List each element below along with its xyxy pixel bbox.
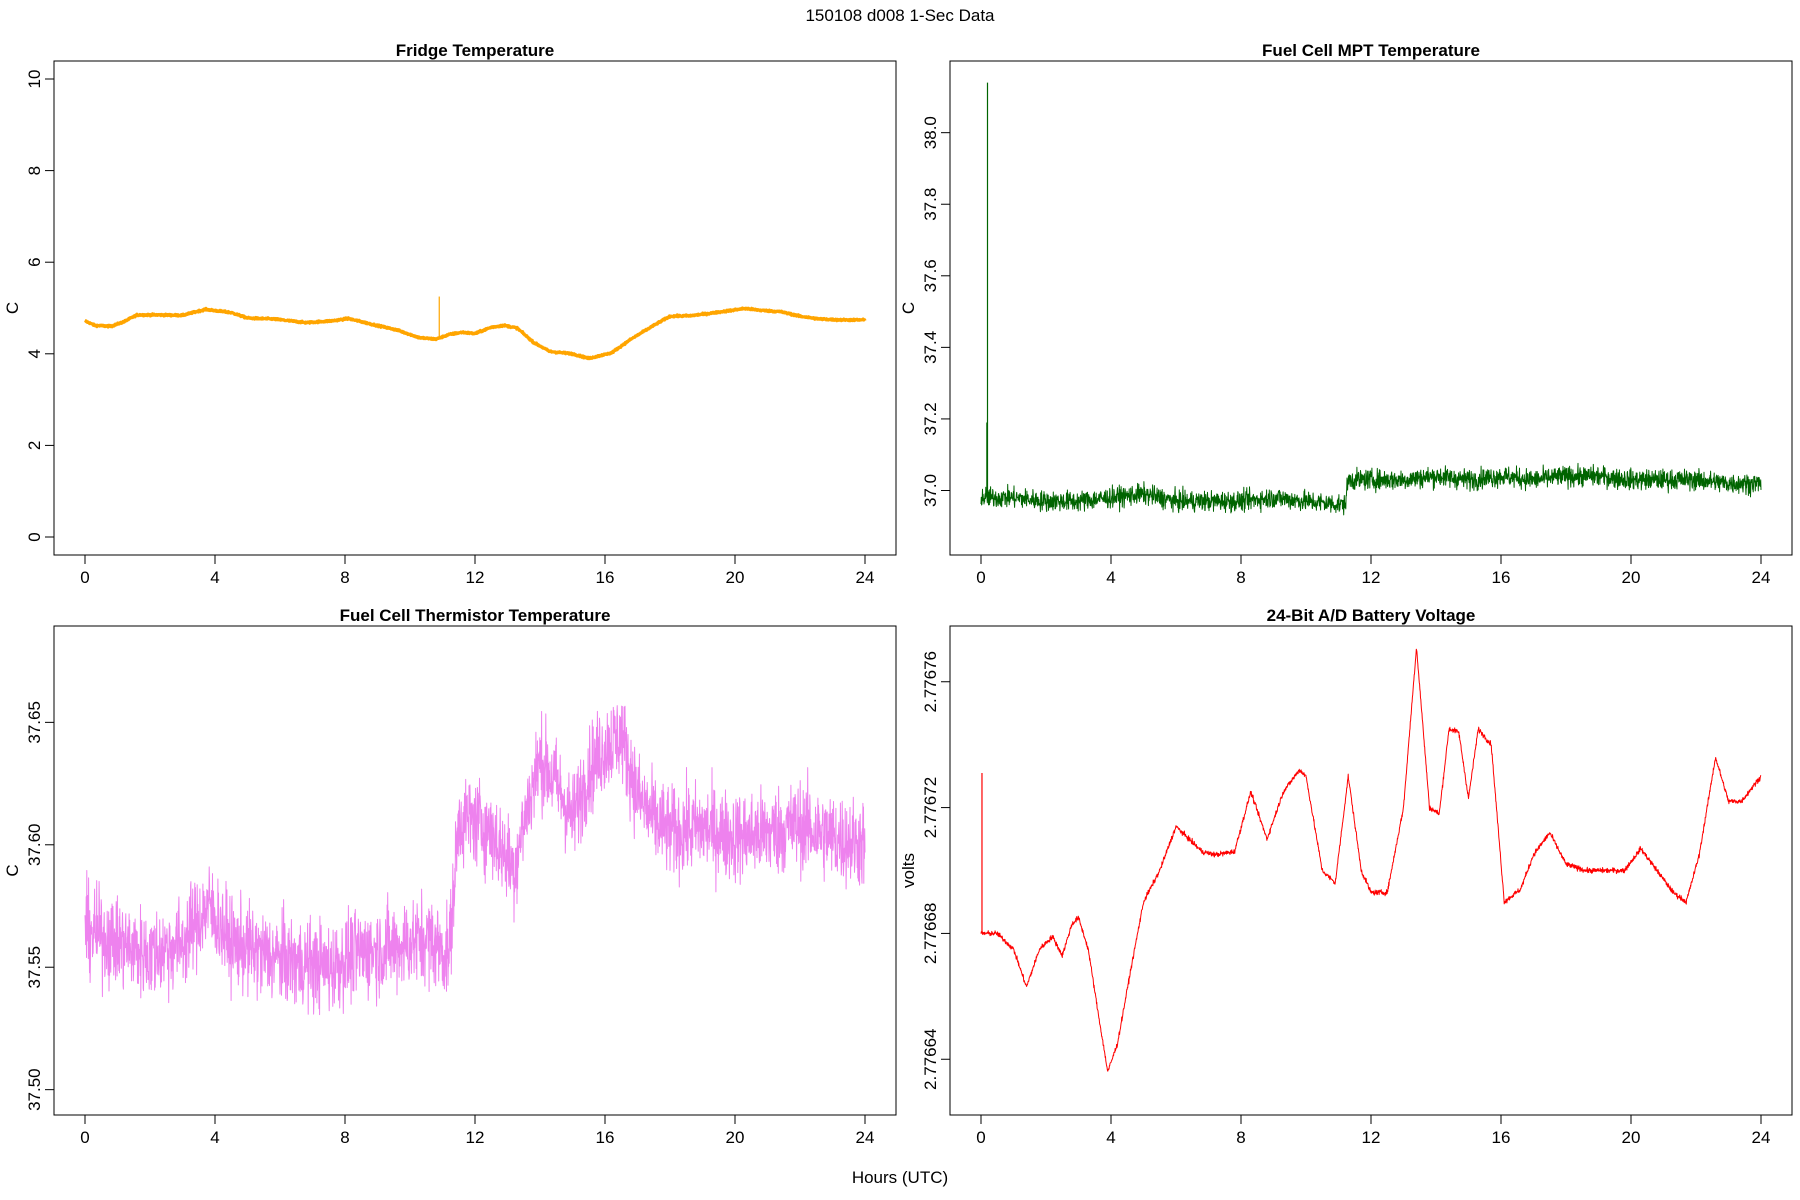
y-tick-label: 2.77668	[921, 903, 940, 964]
x-tick-label: 4	[1106, 568, 1115, 587]
y-tick-label: 6	[25, 257, 44, 266]
y-tick-label: 37.2	[921, 402, 940, 435]
y-axis-label: C	[3, 302, 22, 314]
x-tick-label: 20	[1622, 1128, 1641, 1147]
y-tick-label: 38.0	[921, 116, 940, 149]
x-tick-label: 4	[210, 1128, 219, 1147]
panel-battery-voltage: 24-Bit A/D Battery Voltage volts 0 4 8 12 16 20…	[899, 606, 1793, 1147]
panel-fuel-cell-mpt-temperature: Fuel Cell MPT Temperature C 0 4 8 12 16 20 24 37.…	[899, 41, 1793, 587]
plot-frame	[53, 60, 897, 556]
panel-title: Fuel Cell MPT Temperature	[1262, 41, 1480, 60]
x-tick-label: 20	[726, 1128, 745, 1147]
series-line	[980, 648, 1762, 1072]
x-tick-label: 0	[80, 568, 89, 587]
plot-frame	[53, 625, 897, 1116]
y-tick-label: 2.77676	[921, 651, 940, 712]
panel-title: Fuel Cell Thermistor Temperature	[340, 606, 611, 625]
y-tick-label: 8	[25, 166, 44, 175]
x-tick-label: 12	[466, 568, 485, 587]
y-tick-label: 37.65	[25, 701, 44, 744]
x-tick-label: 12	[1362, 1128, 1381, 1147]
y-axis-label: volts	[899, 853, 918, 888]
x-tick-label: 0	[976, 1128, 985, 1147]
y-tick-label: 37.55	[25, 946, 44, 989]
y-tick-label: 37.60	[25, 824, 44, 867]
y-tick-label: 4	[25, 349, 44, 358]
plot-frame	[949, 625, 1793, 1116]
x-tick-label: 20	[1622, 568, 1641, 587]
series-line	[83, 306, 867, 361]
y-tick-label: 37.6	[921, 259, 940, 292]
y-tick-label: 0	[25, 532, 44, 541]
y-tick-label: 2	[25, 441, 44, 450]
x-tick-label: 8	[1236, 568, 1245, 587]
x-tick-label: 16	[596, 1128, 615, 1147]
x-tick-label: 12	[1362, 568, 1381, 587]
y-axis-label: C	[3, 864, 22, 876]
figure-title: 150108 d008 1-Sec Data	[805, 6, 995, 25]
x-tick-label: 0	[80, 1128, 89, 1147]
y-tick-label: 10	[25, 70, 44, 89]
x-tick-label: 8	[340, 1128, 349, 1147]
y-tick-label: 37.50	[25, 1068, 44, 1111]
x-tick-label: 4	[1106, 1128, 1115, 1147]
y-tick-label: 37.8	[921, 188, 940, 221]
y-axis-label: C	[899, 302, 918, 314]
x-tick-label: 24	[856, 1128, 875, 1147]
x-axis-label: Hours (UTC)	[851, 1168, 949, 1187]
x-tick-label: 24	[1752, 568, 1771, 587]
series-line	[980, 462, 1762, 516]
panel-title: Fridge Temperature	[396, 41, 554, 60]
x-tick-label: 16	[1492, 1128, 1511, 1147]
y-tick-label: 2.77672	[921, 777, 940, 838]
y-tick-label: 2.77664	[921, 1029, 940, 1090]
x-tick-label: 24	[856, 568, 875, 587]
x-tick-label: 24	[1752, 1128, 1771, 1147]
y-tick-label: 37.4	[921, 331, 940, 364]
x-tick-label: 0	[976, 568, 985, 587]
x-tick-label: 8	[1236, 1128, 1245, 1147]
series-line	[84, 705, 866, 1016]
x-tick-label: 12	[466, 1128, 485, 1147]
panel-title: 24-Bit A/D Battery Voltage	[1267, 606, 1476, 625]
x-tick-label: 20	[726, 568, 745, 587]
panel-fuel-cell-thermistor-temperature: Fuel Cell Thermistor Temperature C 0 4 8 12 16…	[3, 606, 897, 1147]
x-tick-label: 8	[340, 568, 349, 587]
x-tick-label: 16	[1492, 568, 1511, 587]
x-tick-label: 4	[210, 568, 219, 587]
y-tick-label: 37.0	[921, 474, 940, 507]
x-tick-label: 16	[596, 568, 615, 587]
